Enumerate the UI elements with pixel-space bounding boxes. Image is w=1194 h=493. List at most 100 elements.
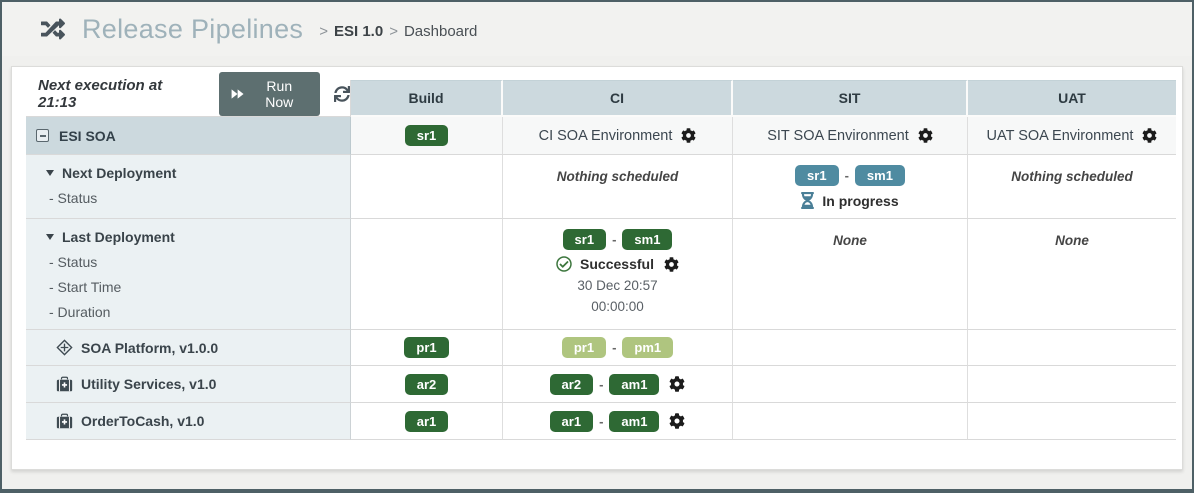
badge-separator: - <box>612 232 617 247</box>
pipeline-dashboard-panel: Next execution at 21:13 Run Now Build CI… <box>11 66 1183 470</box>
next-deployment-label: Next Deployment <box>62 165 177 181</box>
application-name: Utility Services, v1.0 <box>81 376 217 392</box>
gear-icon[interactable] <box>681 128 696 143</box>
application-icon <box>56 376 73 393</box>
page-header: Release Pipelines > ESI 1.0 > Dashboard <box>2 2 1192 56</box>
breadcrumb-release[interactable]: ESI 1.0 <box>334 22 384 40</box>
gear-icon[interactable] <box>1142 128 1157 143</box>
build-badge[interactable]: sr1 <box>404 125 449 146</box>
build-env-cell: sr1 <box>351 117 503 155</box>
page-title: Release Pipelines <box>82 13 304 44</box>
gear-icon[interactable] <box>918 128 933 143</box>
none-text: None <box>833 233 867 248</box>
application-ci-cell: ar2 - am1 <box>503 366 733 403</box>
package-icon <box>56 339 73 356</box>
duration-value: 00:00:00 <box>591 299 644 314</box>
application-uat-cell <box>968 330 1176 366</box>
none-text: None <box>1055 233 1089 248</box>
pipeline-group-name: ESI SOA <box>59 127 116 144</box>
breadcrumb-page: Dashboard <box>403 22 478 40</box>
pipeline-group-row[interactable]: ESI SOA <box>26 117 351 155</box>
next-deployment-status-label: - Status <box>49 190 98 206</box>
application-row-label: SOA Platform, v1.0.0 <box>26 330 351 366</box>
column-header-build: Build <box>351 80 503 117</box>
application-sit-cell <box>733 366 968 403</box>
application-build-cell: ar1 <box>351 403 503 440</box>
application-row-label: Utility Services, v1.0 <box>26 366 351 403</box>
last-deployment-row-label: Last Deployment - Status - Start Time - … <box>26 219 351 330</box>
breadcrumb-separator: > <box>319 22 328 40</box>
application-build-cell: ar2 <box>351 366 503 403</box>
deployment-package-badge[interactable]: pr1 <box>561 337 607 358</box>
column-header-sit: SIT <box>733 80 968 117</box>
run-now-button[interactable]: Run Now <box>218 72 321 116</box>
start-time-value: 30 Dec 20:57 <box>577 278 658 293</box>
column-header-ci: CI <box>503 80 733 117</box>
collapse-icon[interactable] <box>36 129 49 142</box>
application-sit-cell <box>733 330 968 366</box>
application-sit-cell <box>733 403 968 440</box>
badge-separator: - <box>844 168 849 183</box>
application-name: SOA Platform, v1.0.0 <box>81 339 219 356</box>
refresh-icon[interactable] <box>334 86 350 102</box>
application-name: OrderToCash, v1.0 <box>81 413 205 429</box>
application-ci-cell: pr1 - pm1 <box>503 330 733 366</box>
toolbar-cell: Next execution at 21:13 Run Now <box>26 72 351 117</box>
caret-down-icon[interactable] <box>46 234 54 240</box>
last-deployment-start-time-label: - Start Time <box>49 279 122 295</box>
caret-down-icon[interactable] <box>46 170 54 176</box>
last-deployment-status-label: - Status <box>49 254 98 270</box>
application-build-cell: pr1 <box>351 330 503 366</box>
next-deployment-uat-cell: Nothing scheduled <box>968 155 1176 219</box>
breadcrumb-separator: > <box>389 22 398 40</box>
fast-forward-icon <box>231 88 244 100</box>
last-deployment-ci-cell: sr1 - sm1 Successful 30 Dec 20:57 00:00:… <box>503 219 733 330</box>
next-deployment-sit-cell: sr1 - sm1 In progress <box>733 155 968 219</box>
run-now-label: Run Now <box>265 78 294 110</box>
shuffle-icon <box>38 17 68 41</box>
deployment-package-badge[interactable]: ar1 <box>549 410 594 432</box>
last-deployment-build-cell <box>351 219 503 330</box>
application-icon <box>56 413 73 430</box>
badge-separator: - <box>599 376 604 392</box>
ci-env-cell: CI SOA Environment <box>503 117 733 155</box>
badge-separator: - <box>612 340 617 355</box>
nothing-scheduled-text: Nothing scheduled <box>1011 169 1133 184</box>
deployment-package-badge[interactable]: am1 <box>609 410 660 432</box>
column-header-uat: UAT <box>968 80 1176 117</box>
gear-icon[interactable] <box>669 376 685 392</box>
next-deployment-row-label: Next Deployment - Status <box>26 155 351 219</box>
last-deployment-duration-label: - Duration <box>49 304 111 320</box>
sit-env-cell: SIT SOA Environment <box>733 117 968 155</box>
deployment-package-badge[interactable]: sm1 <box>854 165 905 186</box>
next-execution-label: Next execution at 21:13 <box>38 77 163 111</box>
gear-icon[interactable] <box>669 413 685 429</box>
gear-icon[interactable] <box>664 257 679 272</box>
build-badge[interactable]: pr1 <box>404 337 449 358</box>
nothing-scheduled-text: Nothing scheduled <box>556 169 679 184</box>
deployment-package-badge[interactable]: ar2 <box>549 373 594 395</box>
next-deployment-build-cell <box>351 155 503 219</box>
uat-environment-name: UAT SOA Environment <box>986 127 1134 144</box>
build-badge[interactable]: ar2 <box>404 373 449 395</box>
deployment-package-badge[interactable]: sm1 <box>622 229 673 250</box>
badge-separator: - <box>599 413 604 429</box>
last-deployment-uat-cell: None <box>968 219 1176 330</box>
deployment-package-badge[interactable]: sr1 <box>795 165 839 186</box>
next-deployment-ci-cell: Nothing scheduled <box>503 155 733 219</box>
successful-status: Successful <box>580 256 654 272</box>
pipeline-table: Next execution at 21:13 Run Now Build CI… <box>26 72 1176 440</box>
deployment-package-badge[interactable]: sr1 <box>562 229 607 250</box>
deployment-package-badge[interactable]: am1 <box>609 373 660 395</box>
deployment-package-badge[interactable]: pm1 <box>622 337 674 358</box>
application-row-label: OrderToCash, v1.0 <box>26 403 351 440</box>
sit-environment-name: SIT SOA Environment <box>767 127 909 144</box>
last-deployment-sit-cell: None <box>733 219 968 330</box>
application-uat-cell <box>968 366 1176 403</box>
build-badge[interactable]: ar1 <box>404 410 449 432</box>
ci-environment-name: CI SOA Environment <box>538 127 673 144</box>
application-uat-cell <box>968 403 1176 440</box>
last-deployment-label: Last Deployment <box>62 229 175 245</box>
check-circle-icon <box>556 256 572 272</box>
